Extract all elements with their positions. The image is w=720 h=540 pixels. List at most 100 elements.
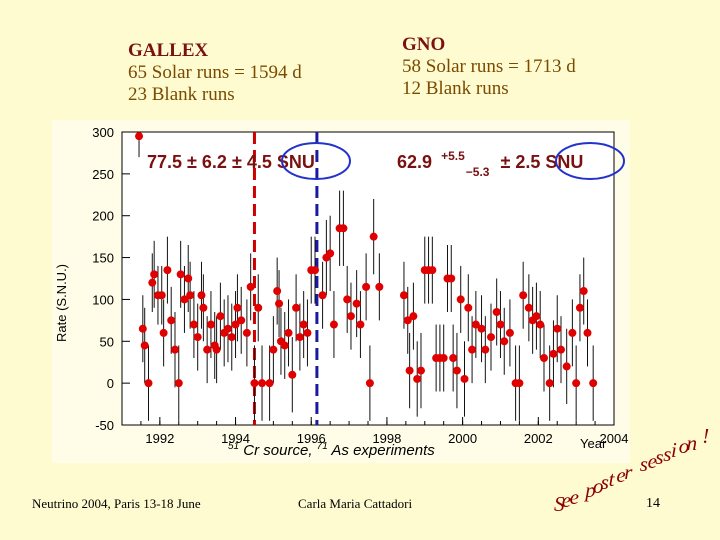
footer-conference: Neutrino 2004, Paris 13-18 June (32, 496, 201, 511)
data-point (572, 379, 581, 388)
data-point (519, 291, 528, 300)
data-point (174, 379, 183, 388)
plot-frame (121, 131, 615, 426)
gallex-blank-runs: 23 Blank runs (128, 84, 235, 105)
gno-header: GNO 58 Solar runs = 1713 d 12 Blank runs (402, 34, 576, 100)
data-point (265, 379, 274, 388)
gallex-header: GALLEX 65 Solar runs = 1594 d 23 Blank r… (128, 40, 302, 106)
data-point (284, 328, 293, 337)
y-tick-label: 200 (92, 209, 114, 224)
data-point (505, 328, 514, 337)
data-point (468, 345, 477, 354)
data-point (150, 270, 159, 279)
data-point (170, 345, 179, 354)
data-point (295, 333, 304, 342)
data-point (275, 299, 284, 308)
poster-note-char: n (686, 430, 698, 455)
rate-chart: -50 0 50 100 150 200 250 300 1992 1994 1996 1998 200… (52, 120, 630, 463)
gno-result-minus: −5.3 (466, 165, 490, 179)
poster-note-char: e (616, 463, 626, 488)
data-point (557, 345, 566, 354)
data-point (216, 312, 225, 321)
data-point (356, 320, 365, 329)
x-tick-label: 1992 (145, 431, 174, 446)
data-point (375, 282, 384, 291)
data-point (447, 274, 456, 283)
data-point (237, 316, 246, 325)
data-point (439, 354, 448, 363)
x-tick-label: 1996 (297, 431, 326, 446)
poster-note-char: e (647, 448, 657, 473)
x-axis-label: Year (580, 436, 607, 451)
poster-note-char: o (678, 434, 690, 459)
x-tick-label: 1998 (372, 431, 401, 446)
poster-note-char: s (655, 445, 664, 470)
data-point (140, 341, 149, 350)
data-point (135, 132, 144, 141)
data-point (553, 324, 562, 333)
data-point (343, 295, 352, 304)
y-tick-label: 250 (92, 167, 114, 182)
data-point (186, 291, 195, 300)
poster-note-char: s (639, 452, 648, 477)
poster-note-char: e (561, 488, 572, 513)
poster-note-char: ! (702, 423, 710, 448)
data-point (568, 328, 577, 337)
data-point (428, 266, 437, 275)
gno-result: 62.9 +5.5 −5.3 ± 2.5 SNU (397, 144, 583, 180)
data-point (203, 345, 212, 354)
data-point (492, 307, 501, 316)
data-point (545, 379, 554, 388)
data-point (460, 374, 469, 383)
data-point (539, 354, 548, 363)
data-point (250, 379, 259, 388)
data-point (352, 299, 361, 308)
gno-title: GNO (402, 34, 446, 55)
y-tick-label: 100 (92, 292, 114, 307)
data-point (246, 282, 255, 291)
data-point (167, 316, 176, 325)
data-point (589, 379, 598, 388)
gallex-result: 77.5 ± 6.2 ± 4.5 SNU (147, 152, 315, 172)
data-point (184, 274, 193, 283)
data-point (163, 266, 172, 275)
data-point (500, 337, 509, 346)
cr-text: Cr source, (243, 442, 316, 459)
data-point (579, 287, 588, 296)
gno-result-main: 62.9 (397, 152, 432, 172)
data-points (135, 132, 598, 388)
as-mass-number: 71 (317, 441, 328, 452)
data-point (273, 287, 282, 296)
y-tick-label: 50 (100, 334, 114, 349)
poster-note-char: s (663, 441, 672, 466)
data-point (549, 349, 558, 358)
data-point (269, 345, 278, 354)
data-point (223, 324, 232, 333)
gallex-title: GALLEX (128, 40, 209, 61)
data-point (365, 379, 374, 388)
experiments-note: 51 Cr source, 71 As experiments (228, 436, 435, 459)
data-point (212, 345, 221, 354)
data-point (148, 278, 157, 287)
data-point (339, 224, 348, 233)
data-point (303, 328, 312, 337)
data-point (477, 324, 486, 333)
data-point (206, 320, 215, 329)
data-point (362, 282, 371, 291)
data-point (199, 303, 208, 312)
data-point (575, 303, 584, 312)
y-tick-label: 150 (92, 251, 114, 266)
data-point (536, 320, 545, 329)
data-point (280, 341, 289, 350)
gno-solar-runs: 58 Solar runs = 1713 d (402, 56, 576, 77)
data-point (242, 328, 251, 337)
data-point (471, 320, 480, 329)
data-point (456, 295, 465, 304)
data-point (524, 303, 533, 312)
data-point (138, 324, 147, 333)
data-point (197, 291, 206, 300)
data-point (496, 320, 505, 329)
x-tick-label: 2004 (600, 431, 629, 446)
gno-result-plus: +5.5 (441, 149, 465, 163)
data-point (403, 316, 412, 325)
